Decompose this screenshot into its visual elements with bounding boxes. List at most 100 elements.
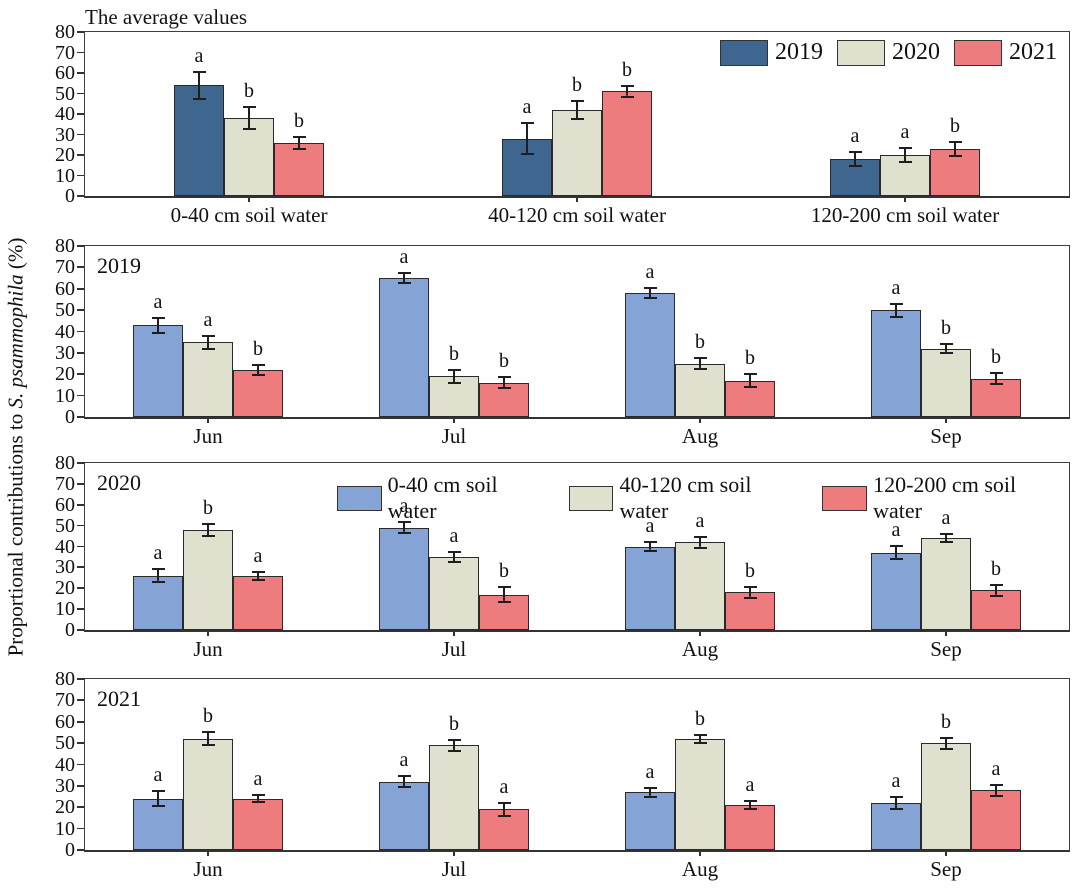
significance-letter: a [900,120,910,143]
legend-swatch-2021 [954,39,1002,66]
x-category-label: Jul [441,637,467,661]
significance-letter: a [449,524,459,547]
error-bar [989,372,1003,385]
bar [725,805,775,850]
error-bar [693,357,707,370]
error-bar [693,536,707,549]
error-bar [201,334,215,350]
significance-letter: a [891,276,901,299]
error-bar [570,99,584,121]
y-tick-label: 50 [55,732,75,755]
x-tick-mark [453,630,455,636]
y-tick-label: 10 [55,598,75,621]
y-tick-mark [77,720,84,723]
y-tick-mark [77,763,84,766]
bar [133,325,183,417]
bar [174,85,224,196]
y-tick-mark [77,827,84,830]
x-tick-mark [207,630,209,636]
legend-label-2021: 2021 [1009,39,1057,65]
bar [233,369,283,417]
error-bar [151,790,165,808]
significance-letter: a [253,768,263,791]
significance-letter: a [253,544,263,567]
y-tick-label: 40 [55,753,75,776]
bar [183,529,233,630]
error-bar [201,522,215,538]
x-category-label: Jul [441,857,467,881]
y-tick-label: 50 [55,299,75,322]
x-tick-mark [453,417,455,423]
bar [429,556,479,630]
y-tick-mark [77,245,84,247]
error-bar [743,586,757,599]
y-tick-label: 60 [55,493,75,516]
y-tick-label: 70 [55,689,75,712]
error-bar [743,373,757,389]
error-bar [397,521,411,534]
bar [625,293,675,417]
x-tick-mark [453,850,455,856]
y-tick-mark [77,587,84,590]
legend-item-2019: 2019 [720,39,823,66]
significance-letter: a [153,542,163,565]
legend-label-depth-40-120: 40-120 cm soil water [619,472,752,523]
error-bar [989,584,1003,597]
y-tick-label: 0 [65,619,75,641]
y-tick-label: 20 [55,796,75,819]
y-tick-mark [77,462,84,464]
y-tick-mark [77,72,84,74]
significance-letter: a [194,44,204,67]
significance-letter: a [695,510,705,533]
significance-letter: b [991,558,1001,581]
error-bar [620,85,634,98]
x-tick-mark [945,630,947,636]
y-tick-mark [77,113,84,115]
significance-letter: b [572,73,582,96]
y-tick-mark [77,629,84,631]
y-tick-mark [77,287,84,290]
error-bar [397,775,411,789]
significance-letter: b [941,710,951,733]
legend-depths: 0-40 cm soil water 40-120 cm soil water … [337,472,1069,524]
error-bar [520,122,534,155]
y-tick-label: 70 [55,41,75,64]
bar [871,310,921,417]
x-tick-mark [576,196,578,202]
legend-label-2020: 2020 [892,39,940,65]
significance-letter: a [891,519,901,542]
bar [921,743,971,850]
error-bar [447,368,461,384]
significance-letter: a [153,290,163,313]
x-tick-mark [945,850,947,856]
significance-letter: b [244,79,254,102]
significance-letter: a [941,506,951,529]
y-tick-mark [77,330,84,333]
y-tick-label: 80 [55,235,75,257]
x-tick-mark [207,417,209,423]
y-tick-label: 40 [55,535,75,558]
bar [971,590,1021,630]
y-tick-label: 50 [55,514,75,537]
y-tick-label: 70 [55,256,75,279]
bar [224,118,274,196]
y-tick-label: 60 [55,710,75,733]
legend-item-2021: 2021 [954,39,1057,66]
legend-years: 2019 2020 2021 [720,39,1057,66]
x-category-label: Aug [681,857,719,881]
error-bar [292,135,306,150]
significance-letter: a [745,773,755,796]
x-category-label: 0-40 cm soil water [170,203,328,227]
y-tick-label: 0 [65,185,75,207]
x-category-label: Aug [681,424,719,448]
significance-letter: a [891,769,901,792]
error-bar [898,146,912,164]
x-category-label: Sep [930,857,962,881]
significance-letter: a [203,308,213,331]
panel-2019: 2019 0 10 20 30 40 50 60 70 80 Jun a a b Jul a b b Aug a b b… [55,235,1070,448]
bar [625,792,675,850]
error-bar [447,738,461,752]
error-bar [397,271,411,285]
y-tick-mark [77,524,84,527]
error-bar [497,376,511,390]
